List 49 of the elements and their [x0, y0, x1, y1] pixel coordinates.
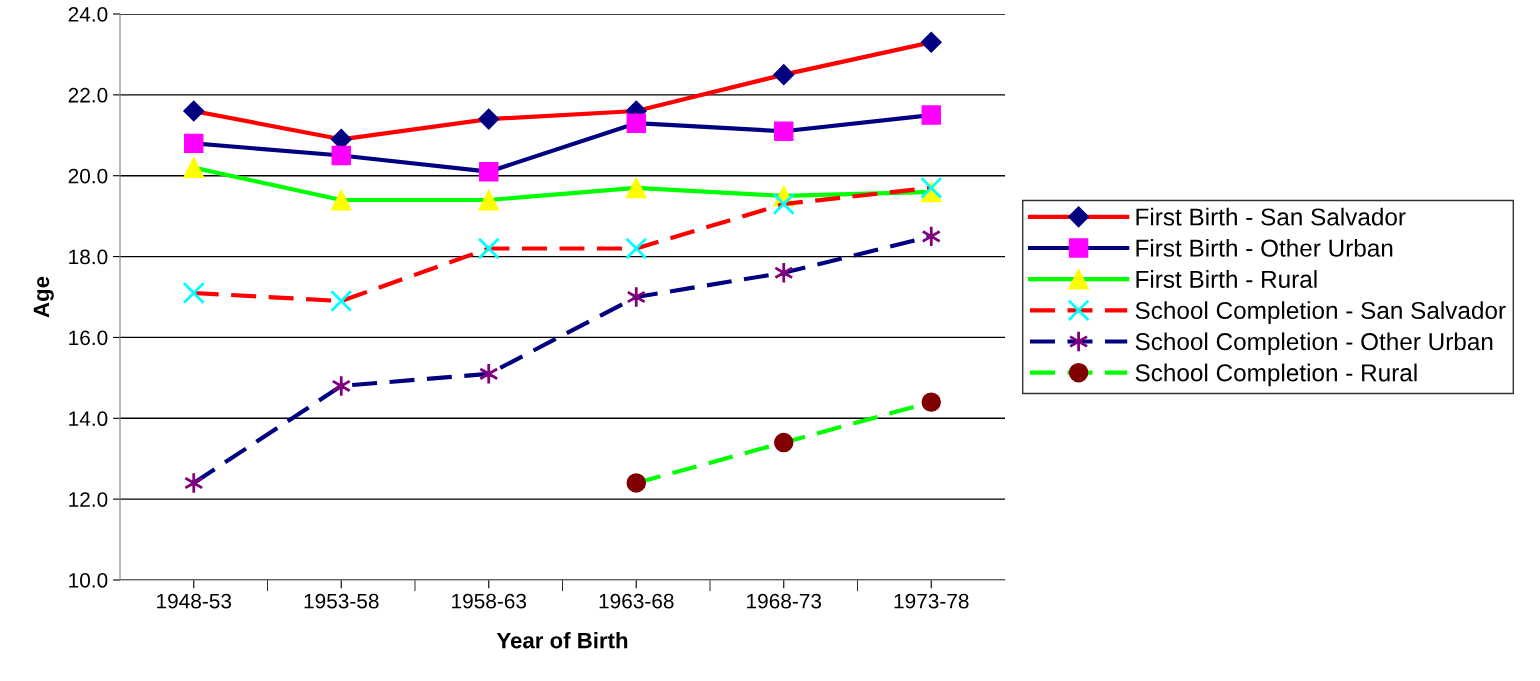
point — [626, 113, 646, 133]
point — [920, 176, 943, 199]
point — [330, 189, 352, 211]
legend-label: School Completion - Rural — [1135, 363, 1417, 387]
y-tick-label: 14.0 — [69, 411, 108, 427]
point — [330, 289, 353, 313]
x-tick-label: 1968-73 — [747, 593, 822, 609]
point — [774, 121, 794, 141]
y-tick-label: 12.0 — [69, 492, 108, 507]
point — [921, 392, 941, 412]
point — [625, 237, 648, 260]
y-axis-title: Age — [33, 276, 54, 318]
y-tick-label: 16.0 — [69, 330, 108, 346]
point — [478, 189, 500, 211]
y-tick-label: 18.0 — [69, 249, 108, 265]
point — [183, 100, 205, 122]
point — [920, 31, 942, 53]
legend-label: First Birth - Other Urban — [1136, 238, 1393, 257]
legend-label: School Completion - San Salvador — [1135, 301, 1506, 324]
point — [626, 285, 647, 309]
x-tick-label: 1948-53 — [157, 593, 232, 609]
legend-label: School Completion - Other Urban — [1135, 332, 1493, 356]
point — [183, 471, 204, 495]
point — [773, 64, 795, 86]
x-axis-title: Year of Birth — [496, 632, 628, 649]
point — [183, 157, 205, 179]
y-tick-label: 20.0 — [68, 168, 108, 184]
point — [921, 105, 941, 125]
point — [626, 473, 646, 493]
x-tick-label: 1963-68 — [599, 593, 674, 609]
x-tick-label: 1973-78 — [894, 593, 969, 609]
point — [478, 108, 500, 130]
y-tick-label: 10.0 — [69, 573, 108, 588]
point — [331, 145, 351, 166]
legend-label: First Birth - San Salvador — [1136, 207, 1406, 226]
point — [625, 177, 647, 199]
point — [479, 161, 499, 182]
point — [331, 374, 352, 398]
point — [478, 362, 499, 385]
legend-label: First Birth - Rural — [1136, 270, 1317, 288]
point — [772, 192, 795, 216]
point — [182, 281, 205, 305]
x-tick-label: 1953-58 — [304, 593, 379, 609]
y-tick-label: 24.0 — [68, 7, 108, 22]
y-tick-label: 22.0 — [68, 87, 108, 103]
point — [774, 432, 794, 453]
point — [184, 133, 204, 154]
point — [477, 237, 500, 260]
x-tick-label: 1958-63 — [452, 593, 527, 609]
